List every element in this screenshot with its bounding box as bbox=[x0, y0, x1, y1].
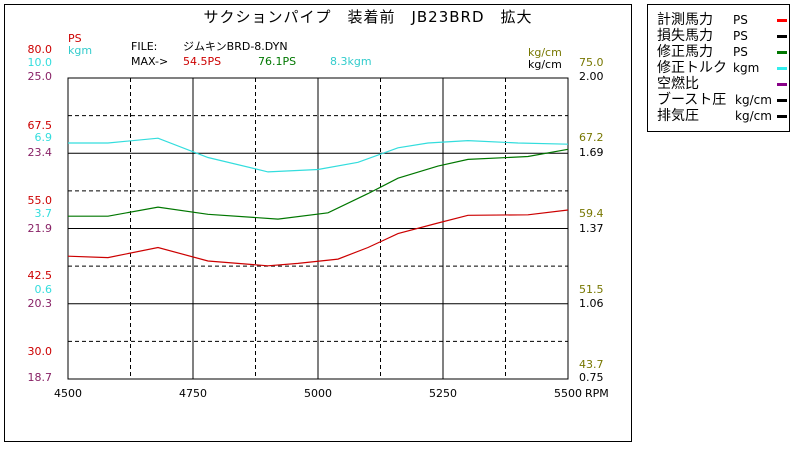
legend-item-label: ブースト圧 bbox=[657, 92, 727, 108]
left-tick-ps: 67.5 bbox=[28, 119, 53, 132]
legend-item-unit: kg/cm bbox=[735, 93, 772, 107]
x-tick-label: 5500 bbox=[554, 387, 582, 400]
x-tick-label: 4500 bbox=[54, 387, 82, 400]
max-label: MAX-> bbox=[131, 55, 168, 68]
left-tick-third: 18.7 bbox=[28, 371, 53, 384]
right-tick-a: 67.2 bbox=[579, 131, 604, 144]
legend-item: 修正馬力 PS bbox=[657, 44, 787, 60]
left-tick-ps: 55.0 bbox=[28, 194, 53, 207]
x-tick-label: 4750 bbox=[179, 387, 207, 400]
right-tick-b: 2.00 bbox=[579, 70, 604, 83]
plot-area: 4500 4750 5000 5250 5500 80.0 67.5 55.0 42.5 30.0… bbox=[28, 43, 604, 400]
left-tick-third: 20.3 bbox=[28, 297, 53, 310]
right-tick-b: 1.06 bbox=[579, 297, 604, 310]
right-tick-b: 0.75 bbox=[579, 371, 604, 384]
max-ps-measured: 54.5PS bbox=[183, 55, 221, 68]
legend-item-unit: PS bbox=[733, 45, 748, 59]
series-line bbox=[67, 209, 569, 267]
legend-swatch bbox=[777, 83, 787, 86]
legend-swatch bbox=[777, 67, 787, 70]
legend-swatch bbox=[777, 51, 787, 54]
right-tick-b: 1.37 bbox=[579, 222, 604, 235]
right-tick-a: 75.0 bbox=[579, 56, 604, 69]
legend-item-label: 空燃比 bbox=[657, 76, 699, 92]
legend-item-unit: kgm bbox=[733, 61, 760, 75]
legend-swatch bbox=[777, 115, 787, 118]
left-tick-third: 23.4 bbox=[28, 146, 53, 159]
right-unit-a: kg/cm bbox=[528, 46, 562, 59]
left-tick-kgm: 0.6 bbox=[35, 283, 53, 296]
file-name: ジムキンBRD-8.DYN bbox=[183, 40, 288, 53]
right-tick-b: 1.69 bbox=[579, 146, 604, 159]
left-tick-ps: 80.0 bbox=[28, 43, 53, 56]
x-tick-label: 5250 bbox=[429, 387, 457, 400]
legend-item: 空燃比 bbox=[657, 76, 787, 92]
legend-panel bbox=[647, 4, 790, 132]
max-torque: 8.3kgm bbox=[330, 55, 372, 68]
legend-item-label: 損失馬力 bbox=[657, 28, 713, 44]
right-tick-a: 51.5 bbox=[579, 283, 604, 296]
left-tick-ps: 42.5 bbox=[28, 269, 53, 282]
legend-item-unit: kg/cm bbox=[735, 109, 772, 123]
left-unit-ps: PS bbox=[68, 32, 82, 45]
legend-item-unit: PS bbox=[733, 29, 748, 43]
legend-item-unit: PS bbox=[733, 13, 748, 27]
legend-item-label: 計測馬力 bbox=[657, 12, 713, 28]
chart-title: サクションパイプ 装着前 JB23BRD 拡大 bbox=[203, 8, 532, 26]
left-tick-third: 25.0 bbox=[28, 70, 53, 83]
left-tick-kgm: 3.7 bbox=[35, 207, 53, 220]
right-unit-b: kg/cm bbox=[528, 58, 562, 71]
legend-item: ブースト圧 kg/cm bbox=[657, 92, 787, 108]
x-tick-label: 5000 bbox=[304, 387, 332, 400]
legend-swatch bbox=[777, 35, 787, 38]
left-unit-kgm: kgm bbox=[68, 44, 92, 57]
legend-item-label: 修正トルク bbox=[657, 60, 727, 76]
legend-item: 損失馬力 PS bbox=[657, 28, 787, 44]
legend-item: 排気圧 kg/cm bbox=[657, 108, 787, 124]
x-axis-unit: RPM bbox=[585, 387, 609, 400]
right-tick-a: 43.7 bbox=[579, 358, 604, 371]
left-tick-kgm: 6.9 bbox=[35, 131, 53, 144]
legend-item-label: 修正馬力 bbox=[657, 44, 713, 60]
right-tick-a: 59.4 bbox=[579, 207, 604, 220]
left-tick-third: 21.9 bbox=[28, 222, 53, 235]
legend-swatch bbox=[777, 99, 787, 102]
series-line bbox=[68, 137, 569, 173]
left-tick-ps: 30.0 bbox=[28, 345, 53, 358]
left-tick-kgm: 10.0 bbox=[28, 56, 53, 69]
legend-item-label: 排気圧 bbox=[657, 108, 699, 124]
max-ps-corrected: 76.1PS bbox=[258, 55, 296, 68]
legend-item: 修正トルク kgm bbox=[657, 60, 787, 76]
series-line bbox=[68, 148, 569, 220]
legend-swatch bbox=[777, 19, 787, 22]
chart-panel bbox=[4, 4, 632, 442]
legend-list: 計測馬力 PS 損失馬力 PS 修正馬力 PS 修正トルク kgm 空燃比 ブースト圧 kg/cm 排… bbox=[647, 4, 790, 132]
file-label: FILE: bbox=[131, 40, 157, 53]
legend-item: 計測馬力 PS bbox=[657, 12, 787, 28]
